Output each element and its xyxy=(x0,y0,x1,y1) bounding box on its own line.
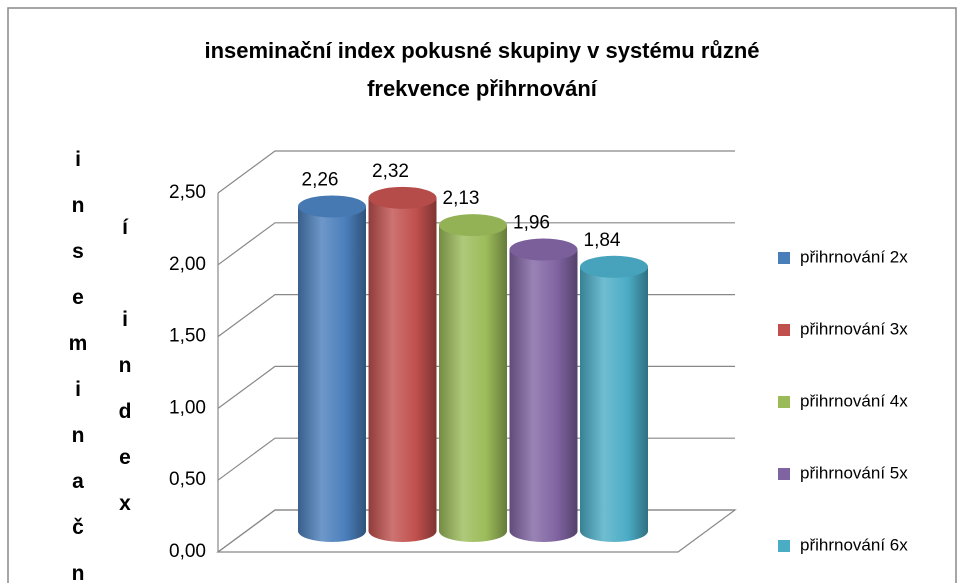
chart-title: inseminační index pokusné skupiny v syst… xyxy=(204,38,759,63)
bar-top xyxy=(439,214,507,237)
grid-line xyxy=(217,222,735,266)
y-tick-label: 0,50 xyxy=(169,469,206,490)
bar xyxy=(580,266,648,542)
bar xyxy=(439,225,507,542)
value-label: 1,96 xyxy=(513,213,550,234)
grid-line xyxy=(217,150,735,194)
legend-label: přihrnování 5x xyxy=(800,463,908,482)
chart-title: frekvence přihrnování xyxy=(367,76,598,101)
bar-top xyxy=(368,186,437,209)
y-tick-label: 2,00 xyxy=(169,254,206,275)
y-tick-label: 1,50 xyxy=(169,326,206,347)
legend-swatch xyxy=(778,540,790,552)
bar xyxy=(298,206,366,543)
value-label: 2,26 xyxy=(302,169,339,190)
legend-label: přihrnování 4x xyxy=(800,391,908,410)
legend-swatch xyxy=(778,324,790,336)
legend-swatch xyxy=(778,468,790,480)
y-tick-label: 1,00 xyxy=(169,397,206,418)
bar xyxy=(509,249,578,542)
legend-label: přihrnování 2x xyxy=(800,247,908,266)
legend-swatch xyxy=(778,396,790,408)
value-label: 2,32 xyxy=(372,161,409,182)
y-tick-label: 2,50 xyxy=(169,182,206,203)
bar-top xyxy=(298,195,366,218)
bar xyxy=(368,197,437,542)
legend-label: přihrnování 6x xyxy=(800,535,908,554)
bar-top xyxy=(580,255,648,278)
legend-label: přihrnování 3x xyxy=(800,319,908,338)
bar-top xyxy=(509,238,578,261)
value-label: 2,13 xyxy=(443,188,480,209)
value-label: 1,84 xyxy=(584,230,621,251)
legend-swatch xyxy=(778,252,790,264)
y-tick-label: 0,00 xyxy=(169,541,206,562)
